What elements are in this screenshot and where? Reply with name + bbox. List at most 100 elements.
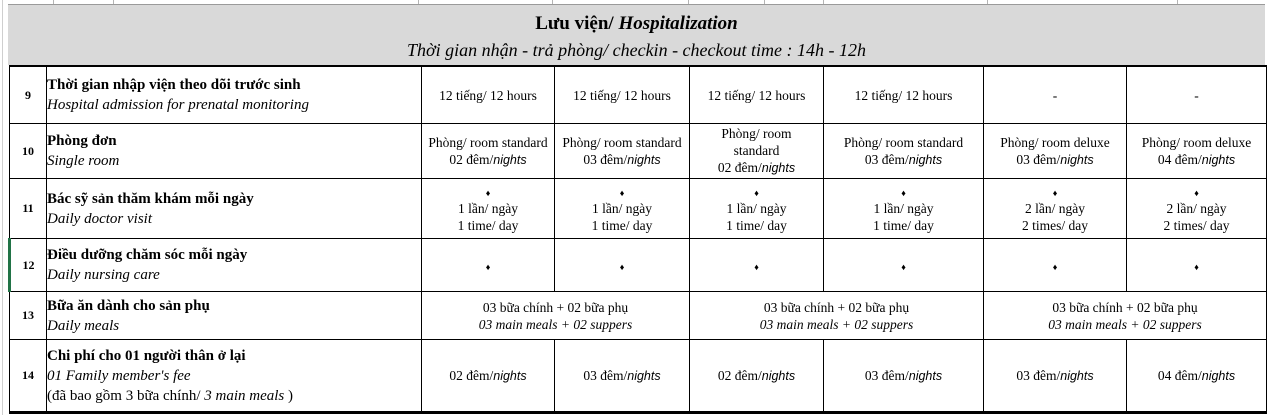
table-row: 11 Bác sỹ sản thăm khám mỗi ngày Daily doc… bbox=[9, 178, 1267, 239]
cell-text-line: Thời gian nhập viện theo dõi trước sinh bbox=[48, 75, 421, 95]
value-cell[interactable]: - bbox=[1126, 65, 1267, 124]
row-number-cell[interactable]: 13 bbox=[9, 291, 47, 340]
value-cell[interactable]: ♦ 1 lần/ ngày 1 time/ day bbox=[554, 178, 690, 239]
value-cell[interactable]: ♦ bbox=[421, 238, 555, 292]
row-number-cell[interactable]: 10 bbox=[9, 123, 47, 179]
cell-text-line: Phòng/ room bbox=[691, 125, 823, 142]
service-description-cell[interactable]: Thời gian nhập viện theo dõi trước sinh H… bbox=[46, 65, 422, 124]
cell-text-line: Điều dưỡng chăm sóc mỗi ngày bbox=[48, 245, 421, 265]
value-cell[interactable]: 02 đêm/nights bbox=[421, 339, 555, 413]
text-segment: 1 time/ day bbox=[591, 218, 653, 233]
value-cell[interactable]: Phòng/ room standard 03 đêm/nights bbox=[823, 123, 984, 179]
text-segment: nights bbox=[908, 152, 943, 167]
value-cell[interactable]: 03 bữa chính + 02 bữa phụ 03 main meals +… bbox=[689, 291, 984, 340]
cell-text-line: 03 bữa chính + 02 bữa phụ bbox=[423, 299, 689, 316]
cell-text-line: Daily meals bbox=[48, 316, 421, 336]
value-cell[interactable]: ♦ 2 lần/ ngày 2 times/ day bbox=[983, 178, 1127, 239]
text-segment: nights bbox=[493, 152, 527, 167]
text-segment: 1 time/ day bbox=[873, 218, 934, 233]
value-cell[interactable]: Phòng/ room standard 02 đêm/nights bbox=[689, 123, 824, 179]
cell-text-line: 02 đêm/nights bbox=[691, 159, 823, 177]
value-cell[interactable]: - bbox=[983, 65, 1127, 124]
partial-row-above bbox=[8, 0, 1265, 5]
service-description-cell[interactable]: Chi phí cho 01 người thân ở lại 01 Family… bbox=[46, 339, 422, 413]
value-cell[interactable]: Phòng/ room deluxe 03 đêm/nights bbox=[983, 123, 1127, 179]
cell-text-line: 1 time/ day bbox=[825, 217, 983, 234]
cell-text-line: 04 đêm/nights bbox=[1128, 367, 1266, 385]
value-cell[interactable]: ♦ bbox=[983, 238, 1127, 292]
diamond-icon: ♦ bbox=[619, 261, 625, 272]
hospitalization-header-cell[interactable]: Lưu viện/ Hospitalization Thời gian nhận… bbox=[8, 5, 1265, 65]
text-segment: 03 đêm/ bbox=[583, 151, 628, 167]
text-segment: Phòng/ room bbox=[721, 126, 792, 141]
service-description-cell[interactable]: Bác sỹ sản thăm khám mỗi ngày Daily docto… bbox=[46, 178, 422, 239]
text-segment: Phòng/ room standard bbox=[843, 134, 964, 150]
text-segment: Phòng/ room deluxe bbox=[1141, 134, 1252, 150]
text-segment: nights bbox=[627, 152, 661, 167]
cell-text-line: 03 bữa chính + 02 bữa phụ bbox=[691, 299, 983, 316]
value-cell[interactable]: ♦ 1 lần/ ngày 1 time/ day bbox=[689, 178, 824, 239]
row-number-cell[interactable]: 14 bbox=[9, 339, 47, 413]
gridline-tick bbox=[552, 0, 553, 4]
value-cell[interactable]: ♦ 2 lần/ ngày 2 times/ day bbox=[1126, 178, 1267, 239]
value-cell[interactable]: ♦ 1 lần/ ngày 1 time/ day bbox=[421, 178, 555, 239]
row-number-cell[interactable]: 12 bbox=[8, 238, 47, 292]
text-segment: 03 main meals + 02 suppers bbox=[478, 316, 633, 332]
service-description-cell[interactable]: Điều dưỡng chăm sóc mỗi ngày Daily nursin… bbox=[46, 238, 422, 292]
text-segment: Phòng/ room deluxe bbox=[1000, 134, 1110, 150]
row-number-cell[interactable]: 9 bbox=[9, 65, 47, 124]
cell-text-line: Phòng đơn bbox=[48, 131, 421, 151]
text-segment: 03 bữa chính + 02 bữa phụ bbox=[1052, 299, 1198, 315]
diamond-icon: ♦ bbox=[1194, 188, 1199, 198]
text-segment: 03 bữa chính + 02 bữa phụ bbox=[763, 299, 910, 315]
diamond-icon: ♦ bbox=[485, 188, 491, 198]
cell-text-line: 1 lần/ ngày bbox=[825, 200, 983, 217]
row-number-cell[interactable]: 11 bbox=[9, 178, 47, 239]
value-cell[interactable]: 02 đêm/nights bbox=[689, 339, 824, 413]
text-segment: Phòng/ room standard bbox=[428, 134, 548, 150]
service-description-cell[interactable]: Phòng đơn Single room bbox=[46, 123, 422, 179]
header-title-en: Hospitalization bbox=[618, 13, 738, 34]
cell-text-line: Phòng/ room standard bbox=[825, 134, 983, 151]
cell-text-line: 03 đêm/nights bbox=[985, 151, 1126, 169]
value-cell[interactable]: 12 tiếng/ 12 hours bbox=[554, 65, 690, 124]
cell-text-line: ♦ bbox=[985, 257, 1126, 274]
cell-text-line: Bác sỹ sản thăm khám mỗi ngày bbox=[48, 189, 421, 209]
value-cell[interactable]: ♦ bbox=[554, 238, 690, 292]
value-cell[interactable]: 03 đêm/nights bbox=[554, 339, 690, 413]
cell-text-line: - bbox=[1128, 87, 1266, 104]
value-cell[interactable]: Phòng/ room standard 03 đêm/nights bbox=[554, 123, 690, 179]
value-cell[interactable]: 12 tiếng/ 12 hours bbox=[421, 65, 555, 124]
value-cell[interactable]: 03 bữa chính + 02 bữa phụ 03 main meals +… bbox=[421, 291, 690, 340]
value-cell[interactable]: ♦ bbox=[689, 238, 824, 292]
cell-text-line: ♦ bbox=[423, 183, 554, 200]
text-segment: 12 tiếng/ 12 hours bbox=[439, 87, 537, 103]
text-segment: 04 đêm/ bbox=[1157, 151, 1202, 167]
text-segment: 2 times/ day bbox=[1163, 218, 1230, 233]
text-segment: 1 time/ day bbox=[726, 218, 787, 233]
services-table: 9 Thời gian nhập viện theo dõi trước sinh… bbox=[8, 65, 1267, 414]
value-cell[interactable]: Phòng/ room standard 02 đêm/nights bbox=[421, 123, 555, 179]
value-cell[interactable]: 03 đêm/nights bbox=[823, 339, 984, 413]
cell-text-line: ♦ bbox=[825, 257, 983, 274]
cell-text-line: 03 bữa chính + 02 bữa phụ bbox=[985, 299, 1266, 316]
text-segment: 12 tiếng/ 12 hours bbox=[707, 87, 806, 103]
value-cell[interactable]: 03 đêm/nights bbox=[983, 339, 1127, 413]
text-segment: 1 lần/ ngày bbox=[873, 201, 934, 216]
value-cell[interactable]: ♦ 1 lần/ ngày 1 time/ day bbox=[823, 178, 984, 239]
value-cell[interactable]: 04 đêm/nights bbox=[1126, 339, 1267, 413]
value-cell[interactable]: Phòng/ room deluxe 04 đêm/nights bbox=[1126, 123, 1267, 179]
value-cell[interactable]: 12 tiếng/ 12 hours bbox=[689, 65, 824, 124]
value-cell[interactable]: ♦ bbox=[1126, 238, 1267, 292]
text-segment: nights bbox=[908, 368, 943, 383]
value-cell[interactable]: 03 bữa chính + 02 bữa phụ 03 main meals +… bbox=[983, 291, 1267, 340]
cell-text-line: Chi phí cho 01 người thân ở lại bbox=[48, 346, 421, 366]
service-description-cell[interactable]: Bữa ăn dành cho sản phụ Daily meals bbox=[46, 291, 422, 340]
cell-text-line: 03 đêm/nights bbox=[556, 367, 689, 385]
table-row: 10 Phòng đơn Single room Phòng/ room standa… bbox=[9, 123, 1267, 179]
value-cell[interactable]: ♦ bbox=[823, 238, 984, 292]
text-segment: - bbox=[1194, 87, 1199, 103]
text-segment: 03 đêm/ bbox=[864, 151, 909, 167]
value-cell[interactable]: 12 tiếng/ 12 hours bbox=[823, 65, 984, 124]
cell-text-line: ♦ bbox=[556, 183, 689, 200]
